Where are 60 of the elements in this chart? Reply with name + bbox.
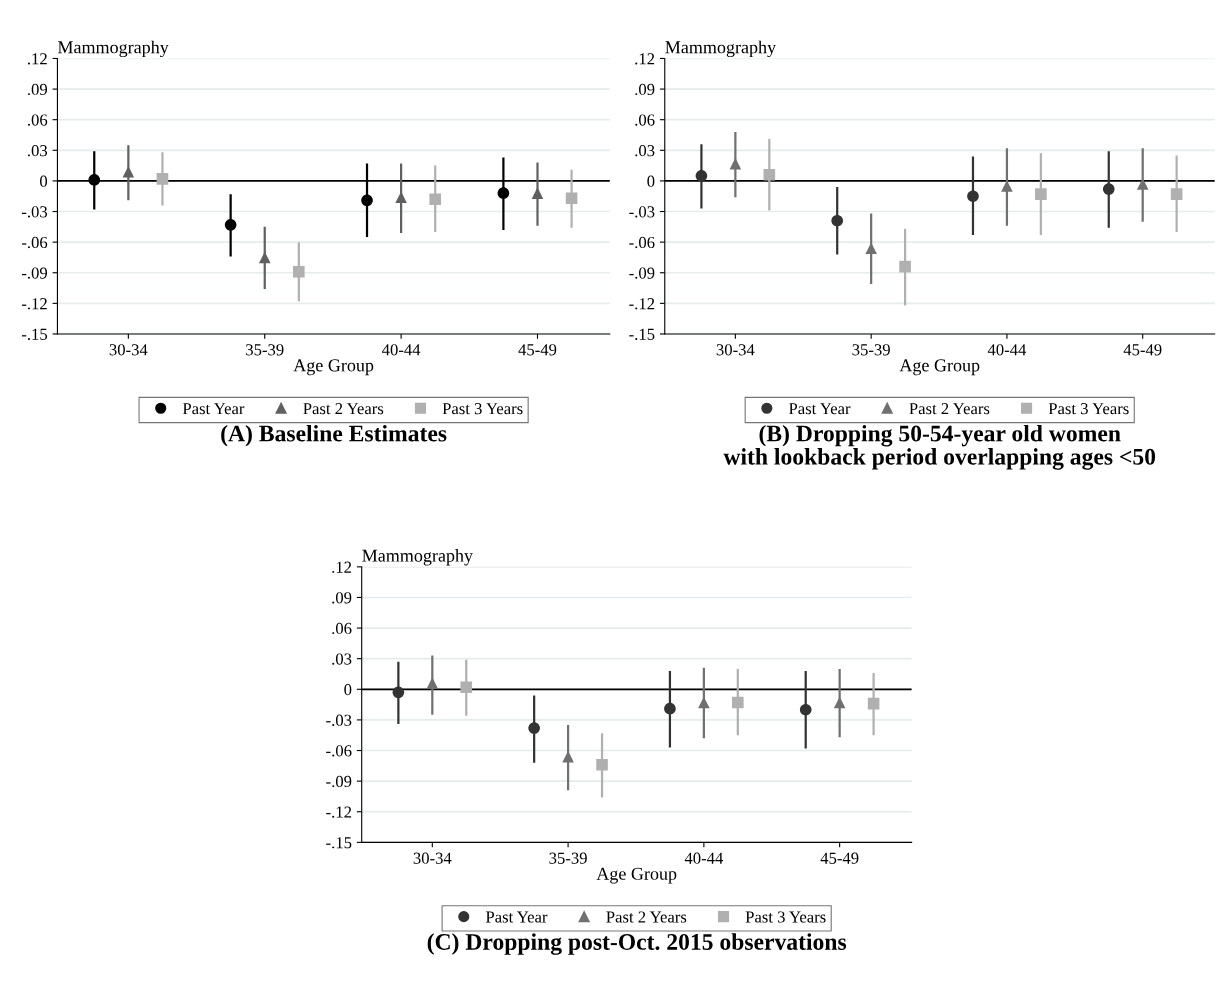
- x-tick-label: 40-44: [382, 344, 421, 356]
- y-axis-title: Mammography: [665, 40, 777, 58]
- legend-label: Past 3 Years: [745, 911, 826, 923]
- y-tick-label: -.15: [629, 328, 655, 340]
- x-axis-title: Age Group: [596, 867, 677, 884]
- x-axis-title: Age Group: [293, 359, 374, 376]
- y-tick-label: -.12: [629, 298, 655, 310]
- text: (B) Dropping 50-54-year old women with lookback period overlapping ages <50: [723, 424, 1156, 470]
- legend-label: Past Year: [788, 403, 851, 415]
- legend-label: Past 3 Years: [1048, 403, 1129, 415]
- x-tick-label: 35-39: [246, 344, 284, 356]
- y-tick-label: 0: [344, 683, 352, 696]
- y-tick-label: .06: [635, 114, 655, 126]
- y-tick-label: .12: [635, 53, 655, 65]
- y-tick-label: -.12: [326, 806, 352, 818]
- legend-label: Past Year: [485, 911, 548, 923]
- legend-label: Past Year: [182, 403, 245, 415]
- y-tick-label: -.06: [629, 236, 655, 249]
- y-tick-label: .06: [27, 114, 48, 126]
- y-tick-label: -.15: [21, 328, 48, 340]
- legend-label: Past 2 Years: [909, 403, 990, 415]
- x-tick-label: 35-39: [549, 852, 587, 864]
- x-tick-label: 35-39: [852, 344, 890, 356]
- y-tick-label: .03: [332, 653, 352, 665]
- y-tick-label: -.03: [21, 206, 48, 218]
- x-tick-label: 30-34: [716, 344, 755, 356]
- y-tick-label: .12: [332, 561, 352, 573]
- y-tick-label: 0: [647, 175, 655, 187]
- x-tick-label: 45-49: [518, 344, 557, 356]
- y-axis-title: Mammography: [362, 549, 473, 566]
- y-tick-label: -.03: [326, 714, 352, 726]
- y-tick-label: .09: [332, 592, 352, 604]
- x-tick-label: 30-34: [413, 852, 452, 864]
- y-tick-label: 0: [40, 175, 48, 187]
- x-tick-label: 45-49: [1123, 344, 1162, 356]
- y-tick-label: .12: [27, 53, 47, 65]
- text: (C) Dropping post-Oct. 2015 observations: [427, 933, 847, 955]
- y-tick-label: .03: [635, 145, 655, 157]
- y-tick-label: -.06: [21, 236, 48, 249]
- x-tick-label: 40-44: [987, 344, 1027, 356]
- y-tick-label: .09: [635, 83, 655, 96]
- y-tick-label: .06: [332, 622, 352, 635]
- y-tick-label: -.09: [21, 267, 48, 279]
- y-tick-label: -.09: [326, 775, 352, 788]
- y-tick-label: .09: [27, 83, 48, 96]
- y-tick-label: -.06: [326, 745, 352, 757]
- x-axis-title: Age Group: [899, 359, 980, 376]
- y-tick-label: -.12: [21, 298, 47, 310]
- x-tick-label: 45-49: [820, 852, 859, 864]
- y-tick-label: -.03: [629, 206, 655, 218]
- x-tick-label: 40-44: [684, 852, 724, 864]
- text: (A) Baseline Estimates: [221, 424, 447, 447]
- x-tick-label: 30-34: [109, 344, 148, 356]
- y-tick-label: .03: [27, 145, 48, 157]
- legend-label: Past 3 Years: [442, 403, 523, 415]
- y-tick-label: -.15: [326, 837, 352, 849]
- y-tick-label: -.09: [629, 267, 655, 279]
- y-axis-title: Mammography: [57, 40, 169, 58]
- legend-label: Past 2 Years: [303, 403, 384, 415]
- legend-label: Past 2 Years: [606, 911, 687, 923]
